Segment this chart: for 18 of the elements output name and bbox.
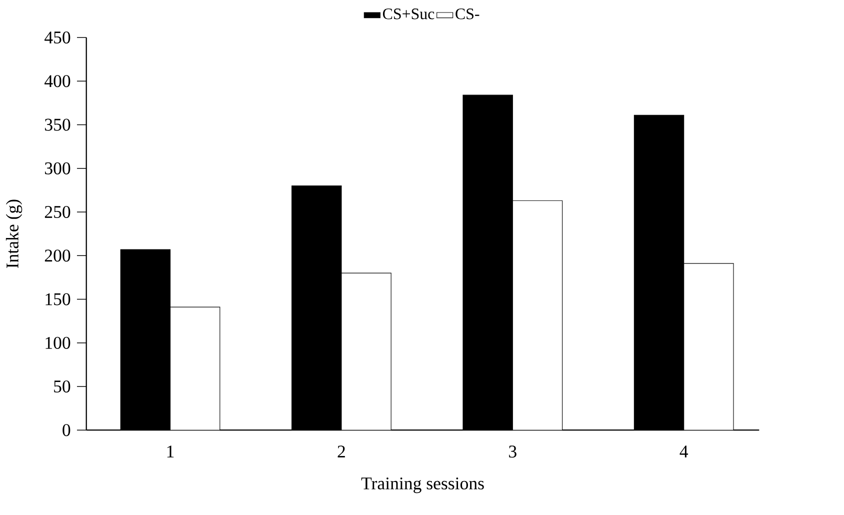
x-tick-label: 3 <box>509 445 516 458</box>
legend-label: CS- <box>456 8 480 20</box>
y-tick-label: 300 <box>45 162 70 174</box>
y-tick-label: 350 <box>45 118 70 131</box>
x-tick-label: 4 <box>680 445 688 458</box>
y-tick-label: 150 <box>46 293 70 306</box>
y-tick-label: 50 <box>54 380 70 392</box>
y-tick-label: 400 <box>44 74 70 87</box>
y-tick-label: 200 <box>44 249 70 262</box>
legend-label: CS+Suc <box>382 8 434 20</box>
y-tick-label: 450 <box>44 31 70 44</box>
x-axis-title: Training sessions <box>361 477 484 493</box>
x-tick-label: 1 <box>167 445 174 458</box>
y-tick-label: 0 <box>62 424 70 436</box>
y-tick-label: 100 <box>46 336 70 349</box>
x-tick-label: 2 <box>338 445 345 458</box>
y-axis-title: Intake (g) <box>6 200 22 268</box>
y-tick-label: 250 <box>44 206 70 218</box>
